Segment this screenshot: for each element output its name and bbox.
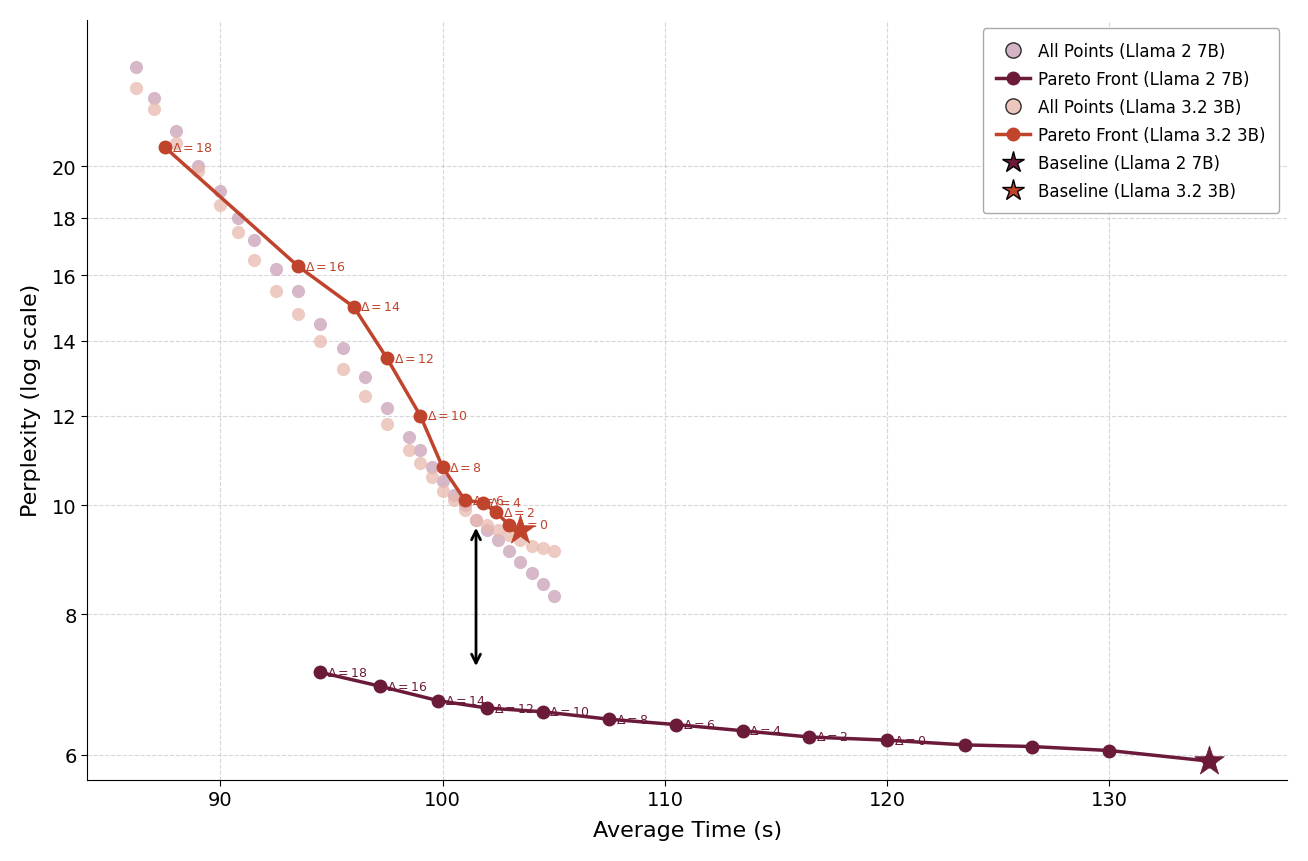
Point bbox=[488, 534, 509, 548]
Point bbox=[266, 285, 286, 299]
Text: $\Delta = 10$: $\Delta = 10$ bbox=[549, 705, 590, 718]
Point bbox=[126, 61, 146, 75]
Point bbox=[310, 334, 331, 348]
Legend: All Points (Llama 2 7B), Pareto Front (Llama 2 7B), All Points (Llama 3.2 3B), P: All Points (Llama 2 7B), Pareto Front (L… bbox=[984, 29, 1279, 214]
Text: $\Delta = 14$: $\Delta = 14$ bbox=[361, 301, 402, 314]
Point bbox=[421, 461, 442, 474]
Text: $\Delta = 4$: $\Delta = 4$ bbox=[749, 724, 782, 737]
Point bbox=[510, 534, 531, 548]
Text: $\Delta = 6$: $\Delta = 6$ bbox=[683, 718, 715, 731]
Point bbox=[243, 234, 264, 248]
X-axis label: Average Time (s): Average Time (s) bbox=[593, 821, 782, 840]
Point bbox=[288, 285, 309, 299]
Point bbox=[510, 523, 531, 537]
Text: $\Delta = 12$: $\Delta = 12$ bbox=[494, 702, 534, 715]
Point bbox=[521, 539, 542, 553]
Point bbox=[510, 555, 531, 569]
Point bbox=[377, 418, 398, 431]
Point bbox=[1199, 754, 1220, 768]
Point bbox=[476, 518, 497, 532]
Text: $\Delta = 2$: $\Delta = 2$ bbox=[502, 506, 535, 519]
Point bbox=[498, 529, 519, 542]
Point bbox=[228, 226, 249, 239]
Point bbox=[144, 92, 165, 106]
Point bbox=[332, 363, 353, 377]
Text: $\Delta = 10$: $\Delta = 10$ bbox=[428, 410, 468, 423]
Text: $\Delta = 16$: $\Delta = 16$ bbox=[387, 680, 428, 693]
Point bbox=[443, 493, 464, 507]
Text: $\Delta = 12$: $\Delta = 12$ bbox=[394, 352, 434, 366]
Point bbox=[166, 125, 187, 139]
Point bbox=[266, 263, 286, 277]
Point bbox=[488, 523, 509, 537]
Point bbox=[443, 489, 464, 503]
Point bbox=[243, 254, 264, 268]
Point bbox=[332, 342, 353, 356]
Point bbox=[377, 401, 398, 415]
Point bbox=[454, 499, 475, 512]
Y-axis label: Perplexity (log scale): Perplexity (log scale) bbox=[21, 284, 41, 517]
Text: $\Delta = 14$: $\Delta = 14$ bbox=[445, 694, 487, 708]
Point bbox=[288, 307, 309, 321]
Text: $\Delta = 4$: $\Delta = 4$ bbox=[489, 497, 522, 510]
Point bbox=[466, 513, 487, 527]
Point bbox=[543, 545, 564, 559]
Point bbox=[421, 470, 442, 484]
Point bbox=[466, 513, 487, 527]
Point bbox=[228, 212, 249, 226]
Text: $\Delta = 18$: $\Delta = 18$ bbox=[171, 141, 212, 155]
Point bbox=[399, 430, 420, 444]
Point bbox=[432, 474, 453, 488]
Point bbox=[432, 484, 453, 498]
Text: $\Delta = 8$: $\Delta = 8$ bbox=[616, 713, 649, 726]
Text: $\Delta = 0$: $\Delta = 0$ bbox=[517, 519, 549, 532]
Point bbox=[188, 160, 209, 174]
Point bbox=[126, 82, 146, 96]
Point bbox=[409, 443, 430, 457]
Text: $\Delta = 8$: $\Delta = 8$ bbox=[450, 461, 483, 474]
Point bbox=[476, 523, 497, 537]
Point bbox=[543, 590, 564, 604]
Point bbox=[409, 456, 430, 470]
Point bbox=[211, 185, 232, 199]
Point bbox=[532, 542, 553, 555]
Point bbox=[310, 317, 331, 331]
Text: $\Delta = 18$: $\Delta = 18$ bbox=[327, 666, 368, 679]
Point bbox=[354, 390, 375, 404]
Text: $\Delta = 2$: $\Delta = 2$ bbox=[816, 731, 849, 744]
Point bbox=[166, 137, 187, 151]
Point bbox=[532, 578, 553, 592]
Point bbox=[144, 102, 165, 116]
Point bbox=[498, 545, 519, 559]
Point bbox=[354, 370, 375, 384]
Point bbox=[399, 443, 420, 457]
Point bbox=[521, 567, 542, 580]
Text: $\Delta = 6$: $\Delta = 6$ bbox=[472, 494, 505, 507]
Text: $\Delta = 16$: $\Delta = 16$ bbox=[305, 261, 345, 274]
Point bbox=[188, 165, 209, 179]
Point bbox=[454, 504, 475, 517]
Point bbox=[211, 198, 232, 212]
Text: $\Delta = 0$: $\Delta = 0$ bbox=[893, 734, 927, 746]
